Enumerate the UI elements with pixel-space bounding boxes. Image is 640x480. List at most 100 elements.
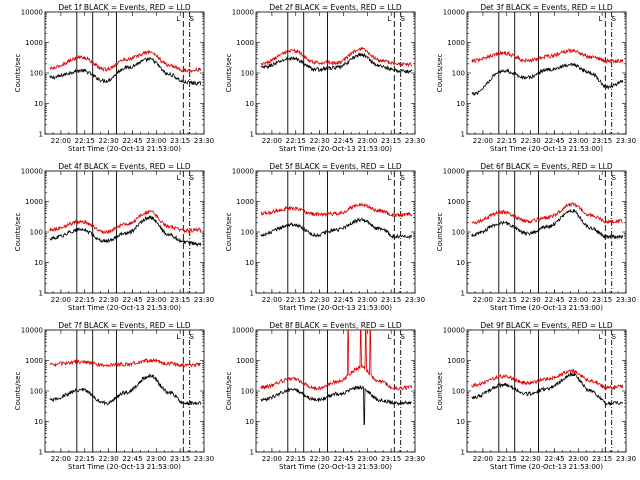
panel-title: Det 8f BLACK = Events, RED = LLD	[269, 321, 402, 330]
x-tick-label: 23:30	[616, 455, 636, 463]
x-tick-label: 22:00	[473, 455, 493, 463]
x-tick-label: 22:45	[333, 296, 353, 304]
panel-marker-label: S	[400, 15, 405, 23]
x-tick-label: 22:00	[51, 296, 71, 304]
series-events-line	[49, 373, 202, 406]
y-tick-label: 10000	[443, 327, 465, 335]
x-tick-label: 22:30	[521, 455, 541, 463]
x-tick-label: 22:15	[75, 455, 95, 463]
series-events-line	[471, 62, 624, 96]
x-tick-label: 22:15	[286, 137, 306, 145]
x-tick-label: 22:45	[544, 296, 564, 304]
x-axis-label: Start Time (20-Oct-13 21:53:00)	[490, 463, 603, 471]
panel-marker-label: L	[387, 15, 391, 23]
x-tick-label: 22:30	[310, 296, 330, 304]
series-lld-line	[49, 209, 202, 235]
y-tick-label: 10000	[232, 168, 254, 176]
x-axis-label: Start Time (20-Oct-13 21:53:00)	[68, 304, 181, 312]
x-tick-label: 23:15	[381, 296, 401, 304]
y-tick-label: 10	[245, 418, 254, 426]
x-tick-label: 22:15	[497, 455, 517, 463]
y-tick-label: 1	[39, 290, 43, 298]
panel-title: Det 3f BLACK = Events, RED = LLD	[480, 3, 613, 12]
x-tick-label: 22:45	[333, 137, 353, 145]
series-events-line	[49, 215, 202, 247]
chart-panel-4: Det 4f BLACK = Events, RED = LLD 1 10 100 10…	[14, 162, 214, 312]
chart-panel-3: Det 3f BLACK = Events, RED = LLD 1 10 100 10…	[436, 3, 636, 153]
x-axis-label: Start Time (20-Oct-13 21:53:00)	[279, 145, 392, 153]
y-axis-label: Counts/sec	[225, 54, 233, 93]
x-tick-label: 22:30	[99, 137, 119, 145]
y-tick-label: 10000	[443, 9, 465, 17]
x-axis-label: Start Time (20-Oct-13 21:53:00)	[68, 145, 181, 153]
y-axis-label: Counts/sec	[436, 213, 444, 252]
x-tick-label: 22:45	[122, 455, 142, 463]
y-tick-label: 10000	[21, 9, 43, 17]
y-tick-label: 100	[452, 229, 465, 237]
panel-marker-label: S	[400, 333, 405, 341]
x-tick-label: 23:15	[592, 455, 612, 463]
series-events-line	[260, 52, 413, 75]
panel-marker-label: S	[611, 333, 616, 341]
x-tick-label: 22:30	[99, 296, 119, 304]
x-tick-label: 22:15	[497, 137, 517, 145]
chart-panel-8: Det 8f BLACK = Events, RED = LLD 1 10 100 10…	[225, 321, 425, 471]
x-tick-label: 23:15	[381, 455, 401, 463]
x-tick-label: 23:00	[568, 137, 588, 145]
x-tick-label: 22:45	[544, 455, 564, 463]
y-axis-label: Counts/sec	[436, 372, 444, 411]
x-tick-label: 22:45	[122, 296, 142, 304]
x-tick-label: 22:45	[333, 455, 353, 463]
x-axis-label: Start Time (20-Oct-13 21:53:00)	[68, 463, 181, 471]
x-tick-label: 22:30	[521, 296, 541, 304]
chart-panel-2: Det 2f BLACK = Events, RED = LLD 1 10 100 10…	[225, 3, 425, 153]
panel-title: Det 9f BLACK = Events, RED = LLD	[480, 321, 613, 330]
chart-panel-9: Det 9f BLACK = Events, RED = LLD 1 10 100 10…	[436, 321, 636, 471]
chart-panel-5: Det 5f BLACK = Events, RED = LLD 1 10 100 10…	[225, 162, 425, 312]
y-tick-label: 10	[456, 418, 465, 426]
plot-frame	[466, 11, 627, 135]
x-tick-label: 22:00	[473, 296, 493, 304]
x-tick-label: 23:15	[592, 296, 612, 304]
panel-marker-label: L	[598, 15, 602, 23]
x-tick-label: 23:00	[357, 137, 377, 145]
x-tick-label: 22:15	[497, 296, 517, 304]
x-tick-label: 23:30	[405, 296, 425, 304]
panel-marker-label: S	[189, 174, 194, 182]
x-tick-label: 22:00	[473, 137, 493, 145]
y-tick-label: 10	[34, 100, 43, 108]
y-tick-label: 100	[30, 70, 43, 78]
x-tick-label: 23:30	[616, 296, 636, 304]
series-lld-line	[49, 49, 202, 74]
y-axis-label: Counts/sec	[225, 372, 233, 411]
x-tick-label: 22:00	[262, 296, 282, 304]
y-tick-label: 100	[241, 70, 254, 78]
series-lld-line	[260, 46, 413, 68]
x-tick-label: 23:30	[194, 455, 214, 463]
x-tick-label: 23:30	[616, 137, 636, 145]
x-tick-label: 23:15	[170, 137, 190, 145]
x-tick-label: 23:30	[194, 296, 214, 304]
y-tick-label: 10	[34, 259, 43, 267]
series-lld-line	[471, 201, 623, 226]
x-tick-label: 23:15	[592, 137, 612, 145]
x-tick-label: 23:15	[381, 137, 401, 145]
y-tick-label: 10000	[232, 9, 254, 17]
x-tick-label: 22:30	[310, 137, 330, 145]
x-tick-label: 23:00	[146, 296, 166, 304]
plot-frame	[255, 170, 416, 294]
y-tick-label: 100	[30, 229, 43, 237]
panel-title: Det 7f BLACK = Events, RED = LLD	[58, 321, 191, 330]
y-tick-label: 10	[245, 100, 254, 108]
y-tick-label: 100	[241, 229, 254, 237]
y-tick-label: 1	[39, 131, 43, 139]
y-axis-label: Counts/sec	[225, 213, 233, 252]
chart-panel-6: Det 6f BLACK = Events, RED = LLD 1 10 100 10…	[436, 162, 636, 312]
series-lld-line	[49, 357, 202, 368]
x-tick-label: 23:15	[170, 296, 190, 304]
panel-marker-label: S	[400, 174, 405, 182]
panel-title: Det 1f BLACK = Events, RED = LLD	[58, 3, 191, 12]
x-tick-label: 22:00	[51, 455, 71, 463]
panel-marker-label: L	[176, 333, 180, 341]
panel-marker-label: L	[598, 333, 602, 341]
